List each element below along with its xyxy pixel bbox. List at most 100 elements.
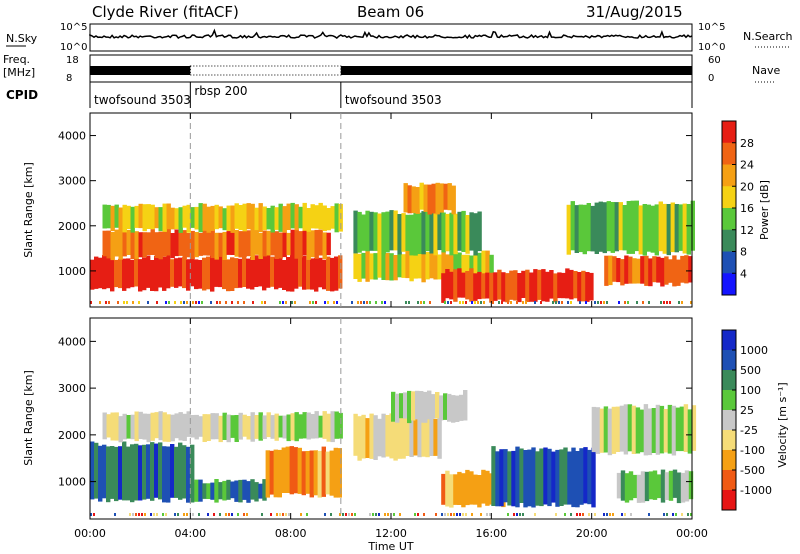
data-cell xyxy=(198,513,200,516)
data-cell xyxy=(417,253,422,279)
data-cell xyxy=(330,206,335,229)
data-cell xyxy=(493,272,498,301)
data-cell xyxy=(202,228,207,256)
data-cell xyxy=(473,273,478,301)
data-cell xyxy=(242,203,247,232)
data-cell xyxy=(210,413,215,440)
data-cell xyxy=(286,203,291,230)
data-cell xyxy=(218,482,223,500)
data-cell xyxy=(627,404,633,452)
data-cell xyxy=(447,183,452,211)
data-cell xyxy=(465,513,467,516)
data-cell xyxy=(576,513,578,516)
colorbar-tick-label: -1000 xyxy=(740,484,772,497)
data-cell xyxy=(433,418,438,456)
data-cell xyxy=(126,301,128,304)
data-cell xyxy=(375,513,377,516)
y-tick-label: 2000 xyxy=(58,429,86,442)
data-cell xyxy=(521,270,526,298)
data-cell xyxy=(378,513,380,516)
data-cell xyxy=(647,408,653,456)
colorbar-frame xyxy=(721,329,737,511)
data-cell xyxy=(174,208,179,229)
data-cell xyxy=(413,415,418,456)
data-cell xyxy=(443,393,448,420)
data-cell xyxy=(481,469,486,504)
data-cell xyxy=(225,513,227,516)
data-cell xyxy=(190,444,195,503)
data-cell xyxy=(573,271,578,299)
data-cell xyxy=(182,205,187,228)
data-cell xyxy=(384,301,386,304)
noise-trace xyxy=(89,28,693,40)
nsearch-tick-bottom: 10^0 xyxy=(698,42,725,53)
data-cell xyxy=(106,446,111,503)
data-cell xyxy=(608,255,613,286)
data-cell xyxy=(535,451,540,506)
data-cell xyxy=(282,301,284,304)
data-cell xyxy=(473,213,478,256)
data-cell xyxy=(591,406,597,453)
data-cell xyxy=(691,405,697,451)
data-cell xyxy=(417,513,419,516)
y-tick-label: 2000 xyxy=(58,220,86,233)
data-cell xyxy=(242,479,247,500)
data-cell xyxy=(225,301,227,304)
data-cell xyxy=(610,202,615,253)
data-cell xyxy=(219,301,221,304)
colorbar-tick-label: 25 xyxy=(740,404,754,417)
data-cell xyxy=(607,408,613,456)
data-cell xyxy=(445,213,450,252)
data-cell xyxy=(298,414,303,439)
data-cell xyxy=(132,301,134,304)
data-cell xyxy=(238,479,243,503)
colorbar-swatch xyxy=(722,370,736,391)
data-cell xyxy=(389,253,394,281)
data-cell xyxy=(618,301,620,304)
data-cell xyxy=(130,231,135,260)
data-cell xyxy=(583,447,588,504)
data-cell xyxy=(606,201,611,252)
data-cell xyxy=(174,413,179,439)
data-cell xyxy=(439,395,444,421)
data-cell xyxy=(183,301,185,304)
data-cell xyxy=(138,232,143,258)
data-cell xyxy=(277,449,282,498)
data-cell xyxy=(337,448,342,498)
data-cell xyxy=(405,416,410,456)
data-cell xyxy=(274,257,279,290)
data-cell xyxy=(154,412,159,439)
data-cell xyxy=(421,415,426,457)
data-cell xyxy=(680,472,686,503)
data-cell xyxy=(687,513,689,516)
data-cell xyxy=(612,513,614,516)
data-cell xyxy=(636,474,642,503)
data-cell xyxy=(648,471,654,500)
data-cell xyxy=(465,215,470,254)
data-cell xyxy=(522,513,524,516)
data-cell xyxy=(270,513,272,516)
data-cell xyxy=(294,256,299,289)
data-cell xyxy=(579,513,581,516)
data-cell xyxy=(150,412,155,441)
cpid-change-lines xyxy=(189,113,342,519)
power-yticks: 1000 2000 3000 4000 xyxy=(58,130,692,278)
data-cell xyxy=(465,301,467,304)
data-cell xyxy=(634,200,639,252)
x-tick-label: 16:00 xyxy=(475,527,507,540)
data-cell xyxy=(473,253,478,281)
freq-band-segment-3 xyxy=(340,66,692,75)
data-cell xyxy=(150,204,155,230)
data-cell xyxy=(242,256,247,287)
data-cell xyxy=(166,414,171,442)
power-cells xyxy=(90,182,695,304)
data-cell xyxy=(348,513,350,516)
data-cell xyxy=(429,253,434,279)
data-cell xyxy=(620,470,626,501)
data-cell xyxy=(126,258,131,289)
data-cell xyxy=(130,444,135,503)
data-cell xyxy=(628,256,633,284)
data-cell xyxy=(417,212,422,254)
freq-tick-top: 18 xyxy=(66,55,79,66)
data-cell xyxy=(252,301,254,304)
